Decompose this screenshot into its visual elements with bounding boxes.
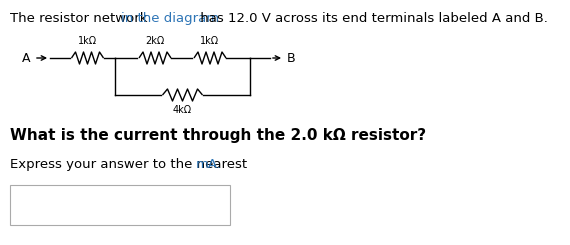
Text: has 12.0 V across its end terminals labeled A and B.: has 12.0 V across its end terminals labe… [196, 12, 547, 25]
Text: Express your answer to the nearest: Express your answer to the nearest [10, 158, 251, 171]
Text: 1kΩ: 1kΩ [78, 36, 97, 46]
Text: 1kΩ: 1kΩ [201, 36, 219, 46]
Text: B: B [287, 51, 296, 64]
Text: What is the current through the 2.0 kΩ resistor?: What is the current through the 2.0 kΩ r… [10, 128, 426, 143]
Text: The resistor network: The resistor network [10, 12, 152, 25]
Text: mA.: mA. [196, 158, 221, 171]
Text: 4kΩ: 4kΩ [173, 105, 192, 115]
Bar [10, 185, 230, 225]
Text: A: A [22, 51, 30, 64]
Text: 2kΩ: 2kΩ [145, 36, 165, 46]
Text: in the diagram: in the diagram [121, 12, 219, 25]
